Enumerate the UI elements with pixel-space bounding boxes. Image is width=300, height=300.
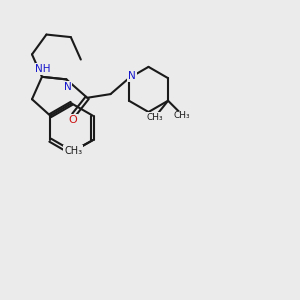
Text: CH₃: CH₃ — [174, 111, 190, 120]
Text: N: N — [128, 71, 136, 81]
Text: O: O — [68, 116, 77, 125]
Text: NH: NH — [35, 64, 51, 74]
Text: CH₃: CH₃ — [64, 146, 82, 156]
Text: CH₃: CH₃ — [147, 113, 164, 122]
Text: N: N — [64, 82, 71, 92]
